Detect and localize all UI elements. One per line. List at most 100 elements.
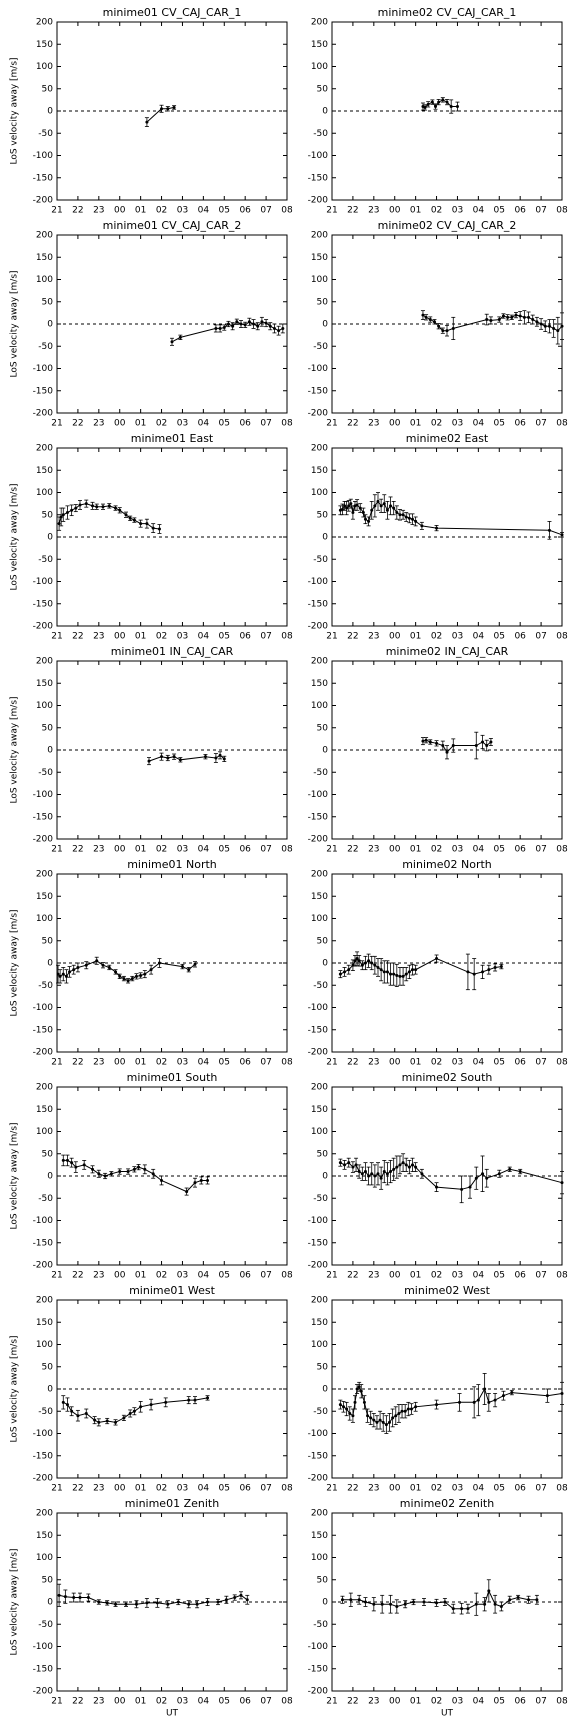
x-tick-label: 06 — [514, 845, 526, 855]
data-point — [172, 105, 176, 109]
data-point — [451, 326, 455, 330]
y-tick-label: -100 — [33, 1216, 54, 1226]
data-point — [392, 1167, 396, 1171]
data-point — [370, 1172, 374, 1176]
data-point — [560, 533, 564, 537]
data-point — [375, 1420, 379, 1424]
x-tick-label: 02 — [431, 206, 442, 216]
x-tick-label: 22 — [347, 632, 358, 642]
data-point — [193, 1181, 197, 1185]
chart-title: minime01 CV_CAJ_CAR_1 — [103, 6, 242, 19]
y-tick-label: 100 — [311, 701, 328, 711]
data-point — [435, 1185, 439, 1189]
y-axis-label: LoS velocity away [m/s] — [10, 696, 20, 803]
data-point — [497, 318, 501, 322]
data-point — [510, 1391, 514, 1395]
chart-title: minime01 West — [129, 1284, 216, 1297]
data-point — [122, 977, 126, 981]
data-point — [149, 1403, 153, 1407]
data-point — [392, 972, 396, 976]
y-tick-label: 0 — [322, 959, 328, 969]
x-tick-label: 21 — [51, 1484, 62, 1494]
data-point — [411, 517, 414, 521]
x-tick-label: 00 — [114, 632, 126, 642]
y-tick-label: -50 — [38, 555, 53, 565]
y-tick-label: -150 — [33, 812, 54, 822]
data-point — [379, 968, 383, 972]
x-tick-label: 22 — [347, 206, 358, 216]
x-tick-label: 00 — [389, 1271, 401, 1281]
y-tick-label: 200 — [36, 18, 53, 28]
chart-title: minime01 Zenith — [125, 1497, 219, 1510]
data-point — [145, 1601, 149, 1605]
data-point — [233, 1596, 237, 1600]
data-point — [348, 1411, 352, 1415]
data-point — [357, 1385, 361, 1389]
x-tick-label: 01 — [410, 1058, 421, 1068]
data-point — [243, 323, 247, 327]
data-point — [424, 738, 428, 742]
data-point — [86, 1596, 90, 1600]
data-point — [556, 329, 560, 333]
data-point — [76, 1414, 80, 1418]
data-point — [366, 1414, 370, 1418]
y-tick-label: -100 — [308, 1429, 329, 1439]
data-point — [430, 100, 434, 104]
chart-title: minime01 CV_CAJ_CAR_2 — [103, 219, 242, 232]
x-tick-label: 02 — [431, 845, 442, 855]
y-tick-label: -50 — [313, 1407, 328, 1417]
data-point — [394, 1414, 398, 1418]
data-point — [392, 506, 396, 510]
data-point — [61, 1158, 65, 1162]
y-tick-label: -200 — [33, 1261, 54, 1271]
data-point — [499, 965, 503, 969]
data-point — [560, 1181, 564, 1185]
data-point — [343, 504, 347, 508]
x-tick-label: 02 — [156, 1484, 167, 1494]
x-tick-label: 06 — [514, 419, 526, 429]
data-point — [403, 1409, 407, 1413]
data-point — [493, 1398, 497, 1402]
y-tick-label: 0 — [322, 746, 328, 756]
data-point — [355, 1387, 359, 1391]
data-point — [376, 499, 380, 503]
data-point — [107, 965, 111, 969]
chart-title: minime01 North — [127, 858, 217, 871]
x-tick-label: 03 — [452, 419, 463, 429]
data-point — [367, 1174, 371, 1178]
data-point — [149, 968, 153, 972]
x-tick-label: 03 — [177, 632, 188, 642]
data-point — [57, 1593, 61, 1597]
data-point — [143, 1167, 147, 1171]
chart-title: minime02 CV_CAJ_CAR_2 — [378, 219, 517, 232]
data-point — [489, 318, 493, 322]
series-line — [422, 99, 458, 108]
data-point — [493, 965, 497, 969]
x-tick-label: 01 — [410, 419, 421, 429]
x-tick-label: 06 — [239, 1484, 251, 1494]
data-point — [527, 315, 531, 319]
x-tick-label: 02 — [156, 419, 167, 429]
data-point — [245, 1598, 249, 1602]
x-tick-label: 08 — [556, 1058, 568, 1068]
y-tick-label: 100 — [36, 62, 53, 72]
data-point — [404, 1163, 408, 1167]
data-point — [514, 313, 518, 317]
data-point — [70, 1161, 74, 1165]
data-point — [345, 506, 349, 510]
x-tick-label: 00 — [114, 1271, 126, 1281]
data-point — [214, 326, 218, 330]
x-tick-label: 05 — [494, 1697, 505, 1707]
x-tick-label: 05 — [219, 206, 230, 216]
x-tick-label: 21 — [326, 1484, 337, 1494]
data-point — [472, 1400, 476, 1404]
x-tick-label: 04 — [198, 1058, 210, 1068]
y-tick-label: 0 — [47, 320, 53, 330]
data-point — [132, 518, 136, 522]
x-tick-label: 22 — [72, 419, 83, 429]
x-tick-label: 21 — [326, 206, 337, 216]
y-tick-label: 100 — [36, 1553, 53, 1563]
data-point — [389, 504, 393, 508]
x-tick-label: 02 — [156, 1271, 167, 1281]
